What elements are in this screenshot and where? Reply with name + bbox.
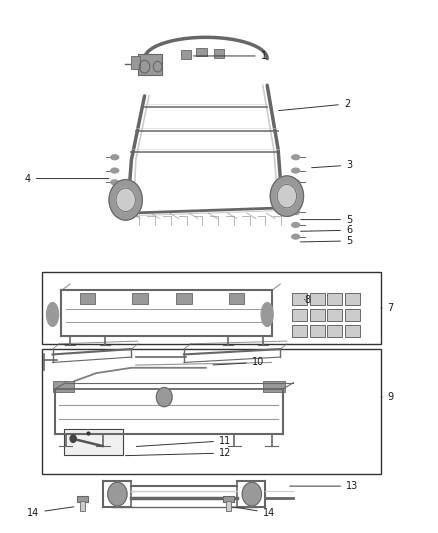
Text: 9: 9 <box>381 392 394 402</box>
Ellipse shape <box>111 180 119 185</box>
Circle shape <box>270 176 304 216</box>
Bar <box>80 293 95 304</box>
Bar <box>345 309 360 321</box>
Bar <box>327 325 342 337</box>
Ellipse shape <box>292 223 300 228</box>
Ellipse shape <box>111 168 119 173</box>
Bar <box>310 293 325 305</box>
Circle shape <box>156 387 172 407</box>
Bar <box>80 501 85 511</box>
Bar <box>292 293 307 305</box>
Ellipse shape <box>292 235 300 239</box>
Text: 5: 5 <box>300 215 352 224</box>
Text: 10: 10 <box>213 358 264 367</box>
Ellipse shape <box>292 168 300 173</box>
Bar <box>327 309 342 321</box>
Text: 1: 1 <box>193 51 267 61</box>
Bar <box>131 56 140 69</box>
Bar <box>226 501 231 511</box>
Text: 4: 4 <box>25 174 109 183</box>
Circle shape <box>116 188 135 212</box>
Text: 12: 12 <box>125 448 231 458</box>
Bar <box>310 309 325 321</box>
Bar <box>42 272 381 344</box>
Bar <box>345 293 360 305</box>
Bar <box>345 325 360 337</box>
Text: 6: 6 <box>300 225 352 235</box>
Bar <box>42 349 381 474</box>
Circle shape <box>109 180 142 220</box>
Text: 2: 2 <box>279 99 350 110</box>
Bar <box>214 49 224 58</box>
Ellipse shape <box>46 302 59 326</box>
Bar <box>229 293 244 304</box>
Text: 14: 14 <box>27 507 74 518</box>
Bar <box>292 325 307 337</box>
Ellipse shape <box>292 180 300 185</box>
Text: 7: 7 <box>381 303 394 313</box>
Circle shape <box>277 184 297 208</box>
Ellipse shape <box>111 155 119 160</box>
Text: 14: 14 <box>233 507 275 518</box>
Bar <box>292 309 307 321</box>
Bar <box>181 50 191 59</box>
Text: 3: 3 <box>311 160 352 170</box>
Ellipse shape <box>261 302 273 326</box>
Circle shape <box>242 482 261 506</box>
Text: 8: 8 <box>304 295 311 304</box>
Circle shape <box>108 482 127 506</box>
Text: 13: 13 <box>290 481 358 491</box>
Bar <box>53 381 74 392</box>
Bar <box>263 381 285 392</box>
Circle shape <box>70 435 76 442</box>
Bar <box>223 496 234 502</box>
Bar <box>138 54 162 75</box>
Bar <box>310 325 325 337</box>
Text: 5: 5 <box>300 236 352 246</box>
Bar <box>132 293 148 304</box>
Ellipse shape <box>292 209 300 215</box>
Ellipse shape <box>292 155 300 160</box>
Bar <box>77 496 88 502</box>
Text: 11: 11 <box>136 436 231 447</box>
Bar <box>327 293 342 305</box>
Bar <box>196 48 207 56</box>
Bar <box>176 293 192 304</box>
Bar <box>64 429 123 455</box>
